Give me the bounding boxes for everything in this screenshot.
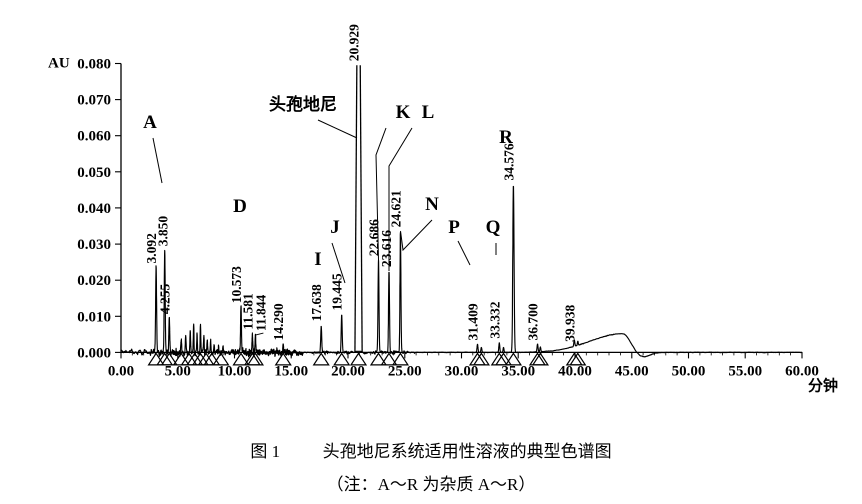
svg-text:45.00: 45.00	[615, 363, 649, 379]
svg-text:4.255: 4.255	[157, 283, 172, 314]
svg-text:0.040: 0.040	[77, 201, 111, 217]
svg-text:40.00: 40.00	[558, 363, 592, 379]
svg-text:55.00: 55.00	[728, 363, 762, 379]
svg-text:0.000: 0.000	[77, 345, 111, 361]
svg-text:Q: Q	[486, 217, 501, 238]
svg-text:（注：A～R 为杂质 A～R）: （注：A～R 为杂质 A～R）	[327, 475, 536, 494]
svg-text:60.00: 60.00	[785, 363, 819, 379]
svg-text:图 1 头孢地尼系统适用性溶液的典型色谱图: 图 1 头孢地尼系统适用性溶液的典型色谱图	[250, 442, 611, 461]
svg-text:23.616: 23.616	[379, 230, 394, 267]
svg-text:AU: AU	[48, 56, 70, 72]
svg-text:25.00: 25.00	[388, 363, 422, 379]
svg-text:N: N	[425, 194, 439, 215]
svg-text:30.00: 30.00	[445, 363, 479, 379]
svg-text:D: D	[233, 196, 247, 217]
svg-text:3.850: 3.850	[156, 216, 171, 247]
svg-text:0.010: 0.010	[77, 309, 111, 325]
svg-text:15.00: 15.00	[274, 363, 308, 379]
svg-text:0.020: 0.020	[77, 273, 111, 289]
svg-text:14.290: 14.290	[271, 303, 286, 340]
svg-text:J: J	[330, 217, 340, 238]
svg-text:50.00: 50.00	[672, 363, 706, 379]
svg-text:L: L	[422, 102, 435, 123]
svg-text:11.844: 11.844	[253, 294, 268, 331]
svg-text:分钟: 分钟	[808, 376, 838, 394]
svg-text:P: P	[448, 217, 460, 238]
svg-text:39.938: 39.938	[562, 305, 577, 342]
svg-text:0.050: 0.050	[77, 165, 111, 181]
svg-text:19.445: 19.445	[330, 273, 345, 310]
svg-text:24.621: 24.621	[388, 190, 403, 227]
svg-text:R: R	[499, 127, 513, 148]
svg-text:31.409: 31.409	[466, 303, 481, 340]
svg-text:0.070: 0.070	[77, 93, 111, 109]
svg-text:20.929: 20.929	[347, 24, 362, 61]
svg-text:33.332: 33.332	[487, 301, 502, 338]
svg-text:5.00: 5.00	[165, 363, 191, 379]
svg-text:34.576: 34.576	[501, 143, 516, 180]
svg-text:I: I	[314, 249, 321, 270]
svg-text:36.700: 36.700	[526, 303, 541, 340]
svg-text:0.080: 0.080	[77, 57, 111, 73]
svg-text:0.030: 0.030	[77, 237, 111, 253]
svg-text:17.638: 17.638	[309, 284, 324, 321]
svg-text:10.00: 10.00	[218, 363, 252, 379]
svg-text:35.00: 35.00	[501, 363, 535, 379]
svg-text:A: A	[143, 112, 157, 133]
svg-text:20.00: 20.00	[331, 363, 365, 379]
svg-text:K: K	[396, 102, 411, 123]
svg-text:头孢地尼: 头孢地尼	[269, 94, 337, 114]
svg-text:0.060: 0.060	[77, 129, 111, 145]
svg-text:0.00: 0.00	[108, 363, 134, 379]
